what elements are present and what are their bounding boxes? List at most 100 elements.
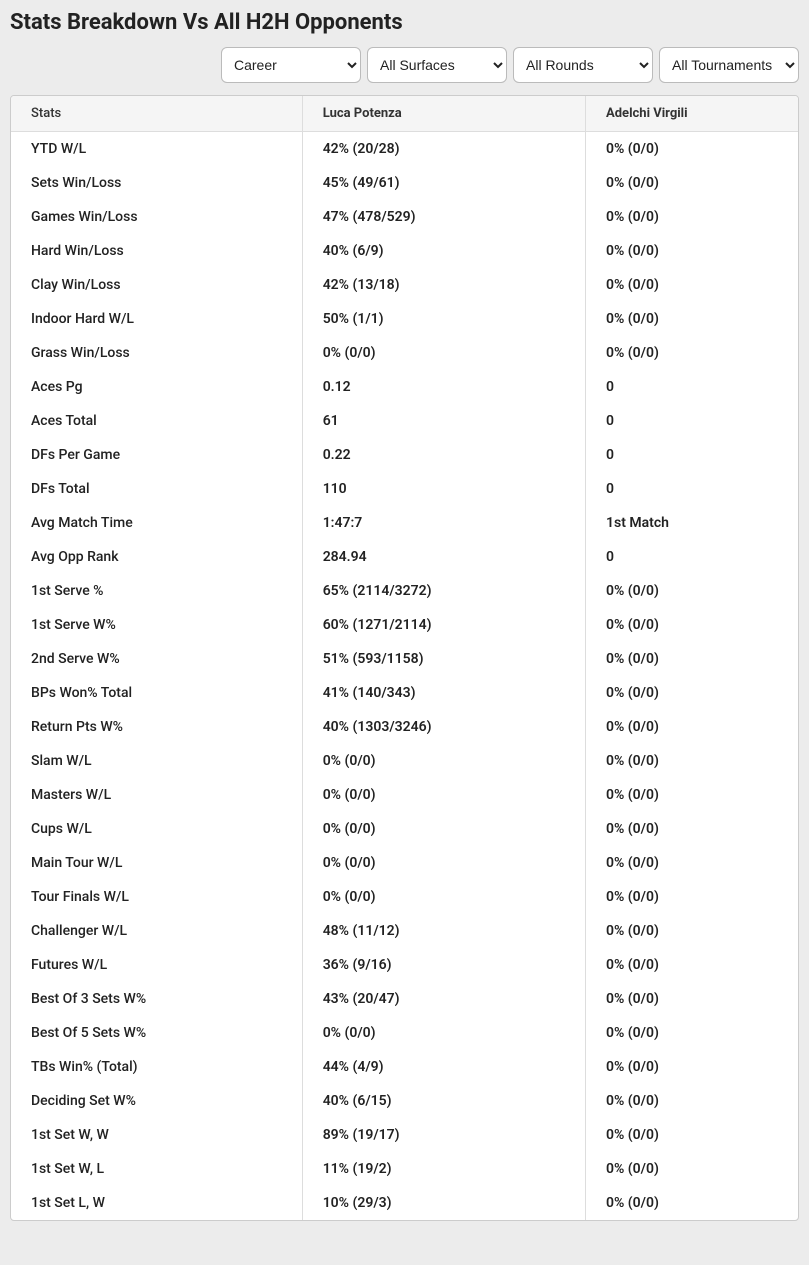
table-row: Best Of 5 Sets W%0% (0/0)0% (0/0) [11,1016,798,1050]
stat-label: Clay Win/Loss [11,268,302,302]
player2-value: 0 [586,472,799,506]
player1-value: 36% (9/16) [302,948,585,982]
player2-value: 0% (0/0) [586,1152,799,1186]
stat-label: Hard Win/Loss [11,234,302,268]
table-row: Cups W/L0% (0/0)0% (0/0) [11,812,798,846]
player1-value: 65% (2114/3272) [302,574,585,608]
period-select[interactable]: Career [221,47,361,83]
table-row: 1st Set W, W89% (19/17)0% (0/0) [11,1118,798,1152]
table-row: 1st Set L, W10% (29/3)0% (0/0) [11,1186,798,1220]
stat-label: 1st Set W, L [11,1152,302,1186]
player1-value: 50% (1/1) [302,302,585,336]
stat-label: Return Pts W% [11,710,302,744]
table-row: TBs Win% (Total)44% (4/9)0% (0/0) [11,1050,798,1084]
stat-label: Aces Total [11,404,302,438]
player2-value: 0% (0/0) [586,778,799,812]
table-row: Tour Finals W/L0% (0/0)0% (0/0) [11,880,798,914]
player1-value: 47% (478/529) [302,200,585,234]
stat-label: DFs Per Game [11,438,302,472]
player2-value: 0% (0/0) [586,166,799,200]
player1-value: 41% (140/343) [302,676,585,710]
player2-value: 0 [586,438,799,472]
table-row: Games Win/Loss47% (478/529)0% (0/0) [11,200,798,234]
player2-value: 1st Match [586,506,799,540]
table-row: 1st Set W, L11% (19/2)0% (0/0) [11,1152,798,1186]
player1-value: 284.94 [302,540,585,574]
table-row: Slam W/L0% (0/0)0% (0/0) [11,744,798,778]
table-row: 1st Serve W%60% (1271/2114)0% (0/0) [11,608,798,642]
player2-value: 0% (0/0) [586,200,799,234]
player2-value: 0% (0/0) [586,982,799,1016]
stat-label: 1st Serve % [11,574,302,608]
surface-select[interactable]: All Surfaces [367,47,507,83]
stats-table: Stats Luca Potenza Adelchi Virgili YTD W… [11,96,798,1220]
player2-value: 0% (0/0) [586,608,799,642]
player1-value: 61 [302,404,585,438]
player2-value: 0% (0/0) [586,1084,799,1118]
player1-value: 40% (6/9) [302,234,585,268]
col-header-player1: Luca Potenza [302,96,585,132]
player1-value: 44% (4/9) [302,1050,585,1084]
player1-value: 0% (0/0) [302,336,585,370]
player2-value: 0% (0/0) [586,914,799,948]
table-row: Return Pts W%40% (1303/3246)0% (0/0) [11,710,798,744]
table-row: Main Tour W/L0% (0/0)0% (0/0) [11,846,798,880]
stat-label: Futures W/L [11,948,302,982]
player2-value: 0% (0/0) [586,642,799,676]
player1-value: 51% (593/1158) [302,642,585,676]
player2-value: 0% (0/0) [586,812,799,846]
filter-bar: Career All Surfaces All Rounds All Tourn… [10,47,799,83]
player1-value: 89% (19/17) [302,1118,585,1152]
table-row: DFs Total1100 [11,472,798,506]
player1-value: 0.22 [302,438,585,472]
page-title: Stats Breakdown Vs All H2H Opponents [10,10,799,35]
stat-label: 2nd Serve W% [11,642,302,676]
player2-value: 0% (0/0) [586,574,799,608]
table-row: Hard Win/Loss40% (6/9)0% (0/0) [11,234,798,268]
player2-value: 0% (0/0) [586,268,799,302]
table-row: Best Of 3 Sets W%43% (20/47)0% (0/0) [11,982,798,1016]
stat-label: Best Of 3 Sets W% [11,982,302,1016]
stat-label: Best Of 5 Sets W% [11,1016,302,1050]
table-row: Avg Match Time1:47:71st Match [11,506,798,540]
stat-label: Masters W/L [11,778,302,812]
stat-label: Grass Win/Loss [11,336,302,370]
player1-value: 0% (0/0) [302,812,585,846]
round-select[interactable]: All Rounds [513,47,653,83]
player1-value: 0% (0/0) [302,880,585,914]
stat-label: 1st Serve W% [11,608,302,642]
player1-value: 0% (0/0) [302,846,585,880]
table-row: Clay Win/Loss42% (13/18)0% (0/0) [11,268,798,302]
player1-value: 60% (1271/2114) [302,608,585,642]
stat-label: Sets Win/Loss [11,166,302,200]
stat-label: Slam W/L [11,744,302,778]
table-row: 1st Serve %65% (2114/3272)0% (0/0) [11,574,798,608]
stat-label: Cups W/L [11,812,302,846]
stat-label: Avg Match Time [11,506,302,540]
stat-label: 1st Set W, W [11,1118,302,1152]
col-header-stats: Stats [11,96,302,132]
table-row: DFs Per Game0.220 [11,438,798,472]
tournament-select[interactable]: All Tournaments [659,47,799,83]
player2-value: 0% (0/0) [586,948,799,982]
player2-value: 0% (0/0) [586,880,799,914]
stat-label: 1st Set L, W [11,1186,302,1220]
stat-label: Deciding Set W% [11,1084,302,1118]
player1-value: 42% (20/28) [302,132,585,167]
col-header-player2: Adelchi Virgili [586,96,799,132]
stat-label: Tour Finals W/L [11,880,302,914]
stat-label: YTD W/L [11,132,302,167]
player2-value: 0 [586,404,799,438]
player2-value: 0% (0/0) [586,1050,799,1084]
player2-value: 0% (0/0) [586,710,799,744]
table-row: Deciding Set W%40% (6/15)0% (0/0) [11,1084,798,1118]
player1-value: 1:47:7 [302,506,585,540]
player1-value: 0.12 [302,370,585,404]
stat-label: TBs Win% (Total) [11,1050,302,1084]
stat-label: Avg Opp Rank [11,540,302,574]
table-row: 2nd Serve W%51% (593/1158)0% (0/0) [11,642,798,676]
stat-label: DFs Total [11,472,302,506]
stat-label: Main Tour W/L [11,846,302,880]
player1-value: 42% (13/18) [302,268,585,302]
table-row: Aces Pg0.120 [11,370,798,404]
